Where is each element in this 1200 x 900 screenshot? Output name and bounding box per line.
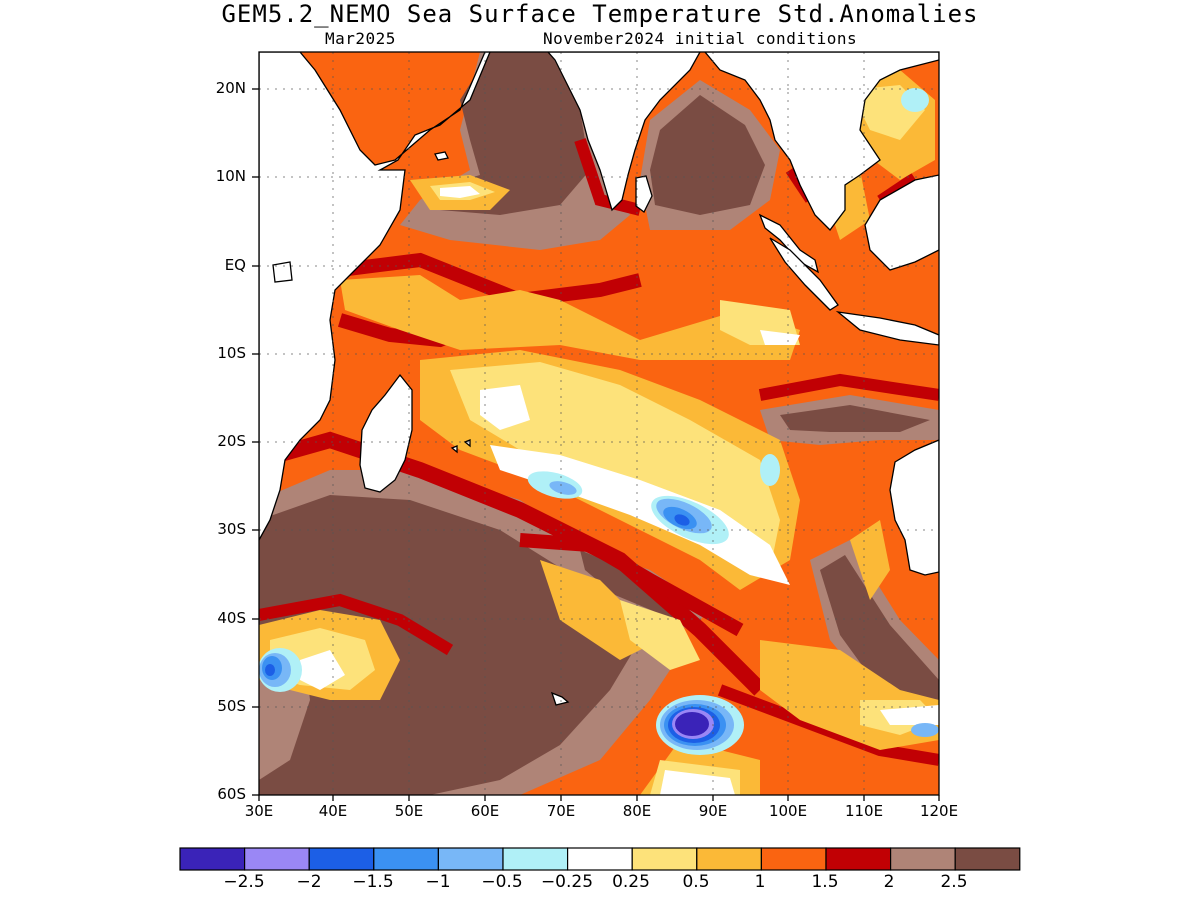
colorbar-swatch-5: [502, 847, 569, 871]
colorbar-label-7: 0.5: [682, 872, 710, 892]
lat-label-20s: 20S: [217, 432, 246, 450]
malay-peninsula: [758, 213, 819, 274]
lon-label-90e: 90E: [698, 802, 728, 820]
colorbar-swatch-1: [244, 847, 310, 871]
lat-label-50s: 50S: [217, 697, 246, 715]
axis-ticks: [252, 88, 940, 801]
lat-label-60s: 60S: [217, 785, 246, 803]
sst-anomaly-map: [252, 51, 940, 801]
southeast-asia-landmass: [704, 52, 939, 231]
colorbar-label-9: 1.5: [811, 872, 839, 892]
colorbar-swatch-4: [437, 847, 504, 871]
colorbar-label-5: −0.25: [540, 872, 594, 892]
lon-label-100e: 100E: [768, 802, 808, 820]
colorbar-label-2: −1.5: [352, 872, 394, 892]
lat-label-30s: 30S: [217, 520, 246, 538]
colorbar-swatch-8: [696, 847, 762, 871]
lon-label-40e: 40E: [318, 802, 348, 820]
borneo-island: [864, 174, 939, 271]
mauritius-island: [450, 445, 458, 454]
colorbar-label-10: 2: [883, 872, 895, 892]
colorbar-label-3: −1: [425, 872, 451, 892]
colorbar-swatch-3: [373, 847, 439, 871]
colorbar-label-11: 2.5: [940, 872, 968, 892]
colorbar-swatch-7: [631, 847, 698, 871]
lat-label-10s: 10S: [217, 344, 246, 362]
colorbar-swatch-9: [760, 847, 827, 871]
lon-label-60e: 60E: [470, 802, 500, 820]
colorbar-swatch-0: [179, 847, 246, 871]
lon-label-50e: 50E: [394, 802, 424, 820]
lat-label-10n: 10N: [215, 167, 246, 185]
map-frame: [258, 51, 940, 796]
colorbar-label-6: 0.25: [612, 872, 650, 892]
colorbar-label-8: 1: [754, 872, 766, 892]
lake-victoria: [272, 261, 293, 283]
chart-title: GEM5.2_NEMO Sea Surface Temperature Std.…: [221, 0, 979, 28]
lat-label-40s: 40S: [217, 609, 246, 627]
lon-label-110e: 110E: [844, 802, 884, 820]
socotra-island: [434, 151, 449, 161]
lon-label-70e: 70E: [546, 802, 576, 820]
colorbar-label-4: −0.5: [481, 872, 523, 892]
grid-lines: [259, 52, 939, 795]
sri-lanka-island: [635, 175, 653, 213]
lon-label-120e: 120E: [919, 802, 959, 820]
colorbar-swatch-10: [825, 847, 892, 871]
colorbar-swatch-2: [308, 847, 375, 871]
valid-month-label: Mar2025: [325, 29, 396, 48]
lon-label-80e: 80E: [622, 802, 652, 820]
land-masses: [259, 52, 939, 706]
madagascar-island: [359, 373, 413, 493]
lon-label-30e: 30E: [244, 802, 274, 820]
initial-conditions-label: November2024 initial conditions: [543, 29, 858, 48]
lat-label-eq: EQ: [224, 256, 246, 274]
colorbar-label-0: −2.5: [223, 872, 265, 892]
colorbar-swatch-6: [566, 847, 633, 871]
kerguelen-island: [550, 691, 570, 706]
india-landmass: [547, 52, 701, 212]
colorbar-swatch-12: [954, 847, 1021, 871]
java-island: [835, 311, 939, 346]
africa-landmass: [259, 52, 491, 541]
colorbar-swatch-11: [889, 847, 956, 871]
colorbar-label-1: −2: [296, 872, 322, 892]
lat-label-20n: 20N: [215, 79, 246, 97]
